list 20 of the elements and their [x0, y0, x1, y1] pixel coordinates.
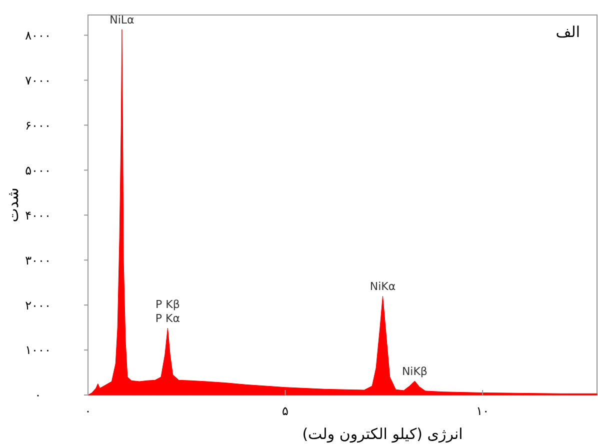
annotation: NiKα — [370, 280, 396, 294]
annotation: P Kα — [155, 312, 180, 325]
y-tick-label: ۱۰۰۰ — [25, 343, 51, 358]
x-axis-title: انرژی (کیلو الکترون ولت) — [302, 425, 463, 443]
annotation: NiKβ — [402, 365, 428, 378]
text: الف — [556, 23, 580, 41]
y-tick-label: ۴۰۰۰ — [25, 208, 51, 222]
y-axis-title: شدت — [4, 188, 22, 222]
x-tick-label: ۱۰ — [476, 404, 490, 418]
y-tick-label: ۳۰۰۰ — [25, 253, 51, 268]
y-tick-label: ۰ — [34, 388, 42, 402]
annotation: P Kβ — [156, 298, 180, 311]
y-tick-label: ۸۰۰۰ — [25, 28, 51, 42]
y-tick-label: ۷۰۰۰ — [25, 73, 51, 88]
x-tick-label: ۰ — [84, 404, 92, 418]
x-tick-label: ۵ — [282, 404, 289, 418]
y-tick-label: ۵۰۰۰ — [25, 163, 51, 178]
y-tick-label: ۶۰۰۰ — [25, 118, 51, 132]
annotation: NiLα — [110, 13, 134, 26]
y-tick-label: ۲۰۰۰ — [25, 298, 51, 312]
